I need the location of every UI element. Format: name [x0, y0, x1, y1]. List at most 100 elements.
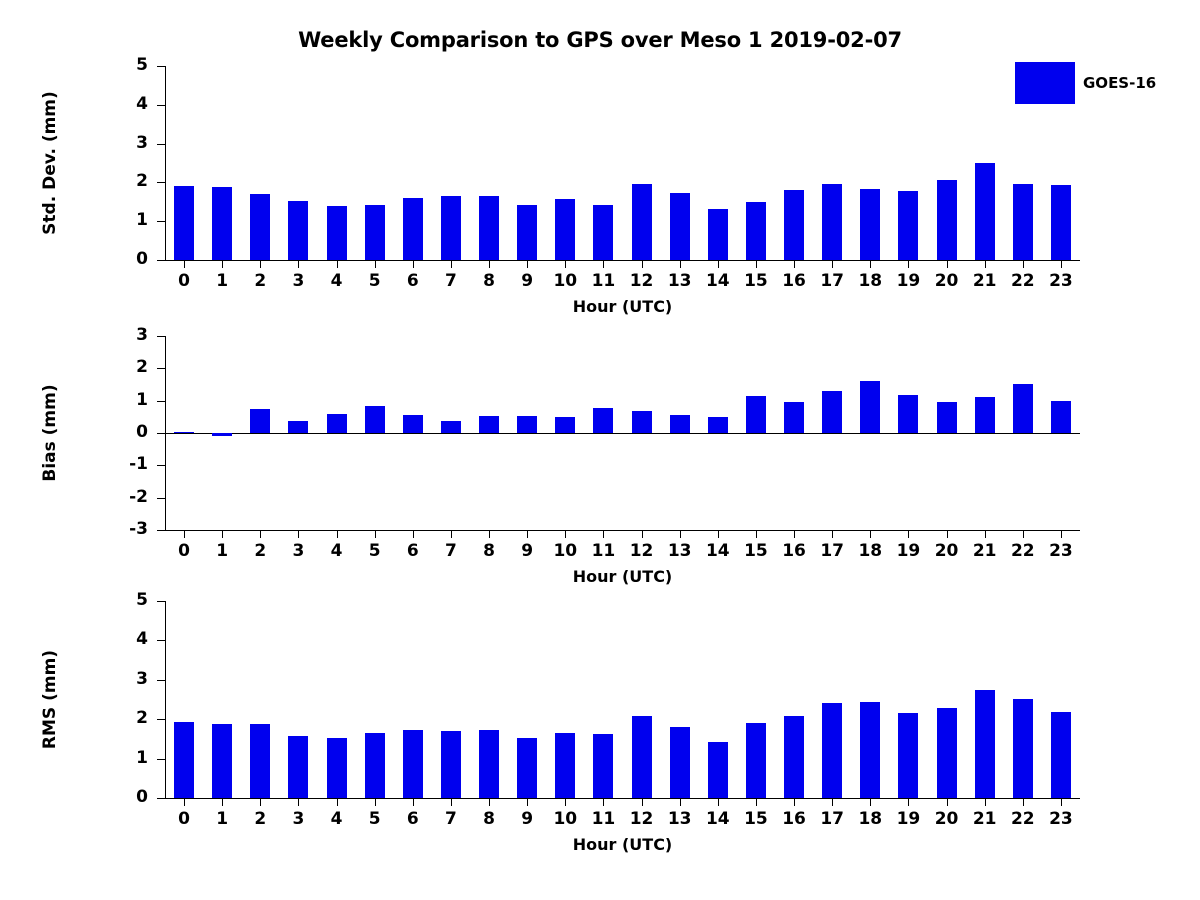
x-axis-tick — [984, 260, 986, 268]
bar — [440, 731, 461, 798]
x-axis-tick — [374, 260, 376, 268]
x-axis-tick-label: 10 — [553, 271, 578, 291]
x-axis-tick-label: 13 — [667, 271, 692, 291]
y-axis-tick-label: 3 — [136, 132, 148, 153]
x-axis-tick — [412, 798, 414, 806]
legend-label-goes16: GOES-16 — [1083, 74, 1157, 92]
x-axis-tick-label: 1 — [216, 271, 229, 291]
x-axis-tick — [1060, 530, 1062, 538]
x-axis-tick — [984, 530, 986, 538]
bar — [479, 729, 500, 798]
x-axis-tick — [679, 260, 681, 268]
bar — [250, 408, 271, 433]
x-axis-tick-label: 0 — [178, 809, 190, 829]
y-axis-tick-label: 5 — [136, 590, 148, 610]
bar — [860, 188, 881, 260]
bar — [936, 401, 957, 433]
bar — [745, 723, 766, 798]
bar — [364, 205, 385, 260]
x-axis-tick-label: 20 — [934, 809, 959, 829]
x-axis-tick — [489, 798, 491, 806]
y-axis-tick — [157, 221, 166, 223]
bar — [745, 395, 766, 433]
x-axis-tick — [260, 798, 262, 806]
x-axis-tick — [1022, 260, 1024, 268]
bar — [822, 703, 843, 798]
y-axis-tick-label: 0 — [136, 422, 148, 442]
x-axis-tick-label: 0 — [178, 541, 190, 561]
x-axis-tick — [222, 260, 224, 268]
y-axis-tick — [157, 679, 166, 681]
x-axis-tick-label: 3 — [292, 809, 305, 829]
x-axis-line — [165, 260, 1080, 261]
x-axis-tick-label: 11 — [591, 271, 616, 291]
x-axis-tick-label: 18 — [858, 809, 883, 829]
x-axis-tick — [222, 798, 224, 806]
x-axis-tick-label: 18 — [858, 271, 883, 291]
x-axis-tick — [298, 530, 300, 538]
x-axis-tick-label: 17 — [820, 541, 845, 561]
x-axis-tick-label: 2 — [254, 541, 267, 561]
bar — [517, 415, 538, 433]
x-axis-tick-label: 17 — [820, 271, 845, 291]
x-axis-tick — [832, 260, 834, 268]
x-axis-tick-label: 15 — [744, 271, 768, 291]
x-axis-tick-label: 17 — [820, 809, 845, 829]
x-axis-tick — [565, 798, 567, 806]
x-axis-tick-label: 21 — [972, 809, 997, 829]
chart-legend: GOES-16 — [1015, 62, 1156, 104]
bar — [898, 713, 919, 798]
bar — [974, 689, 995, 798]
x-axis-tick — [641, 260, 643, 268]
y-axis-spine — [165, 66, 1080, 260]
bar — [784, 189, 805, 260]
x-axis-tick-label: 22 — [1010, 271, 1035, 291]
y-axis-tick — [157, 104, 166, 106]
bar — [402, 197, 423, 260]
y-axis-tick — [157, 465, 166, 467]
y-axis-tick — [157, 260, 166, 261]
y-axis-tick — [157, 368, 166, 370]
x-axis-tick-label: 11 — [591, 541, 616, 561]
bar — [174, 721, 195, 798]
bar — [784, 716, 805, 798]
x-axis-tick-label: 6 — [406, 809, 419, 829]
bar — [1050, 184, 1071, 260]
bar — [860, 701, 881, 798]
y-axis-tick — [157, 497, 166, 499]
y-axis-tick-label: 1 — [136, 389, 148, 410]
bar — [440, 195, 461, 260]
x-axis-label: Hour (UTC) — [572, 297, 673, 316]
x-axis-tick-label: 15 — [744, 809, 768, 829]
x-axis-tick — [870, 530, 872, 538]
x-axis-tick — [260, 530, 262, 538]
x-axis-tick — [298, 798, 300, 806]
bar — [898, 395, 919, 433]
y-axis-tick — [157, 530, 166, 531]
bar — [631, 410, 652, 433]
x-axis-tick-label: 14 — [705, 809, 730, 829]
x-axis-tick-label: 8 — [483, 809, 495, 829]
x-axis-tick-label: 1 — [216, 809, 229, 829]
x-axis-tick — [832, 798, 834, 806]
x-axis-tick — [755, 798, 757, 806]
bar — [174, 432, 195, 434]
x-axis-tick — [565, 530, 567, 538]
y-axis-tick-label: 0 — [136, 787, 148, 807]
x-axis-tick-label: 6 — [406, 271, 419, 291]
x-axis-tick — [527, 530, 529, 538]
x-axis-tick-label: 9 — [521, 271, 534, 291]
y-axis-tick-label: 4 — [136, 629, 148, 650]
y-axis-tick-label: -3 — [129, 519, 148, 539]
y-axis-tick-label: 3 — [136, 325, 148, 345]
x-axis-tick — [298, 260, 300, 268]
x-axis-tick-label: 5 — [368, 541, 381, 561]
bar — [631, 716, 652, 798]
x-axis-tick-label: 2 — [254, 271, 267, 291]
x-axis-tick — [184, 798, 186, 806]
x-axis-tick — [260, 260, 262, 268]
x-axis-tick-label: 5 — [368, 271, 381, 291]
x-axis-tick — [1022, 530, 1024, 538]
x-axis-tick — [412, 530, 414, 538]
